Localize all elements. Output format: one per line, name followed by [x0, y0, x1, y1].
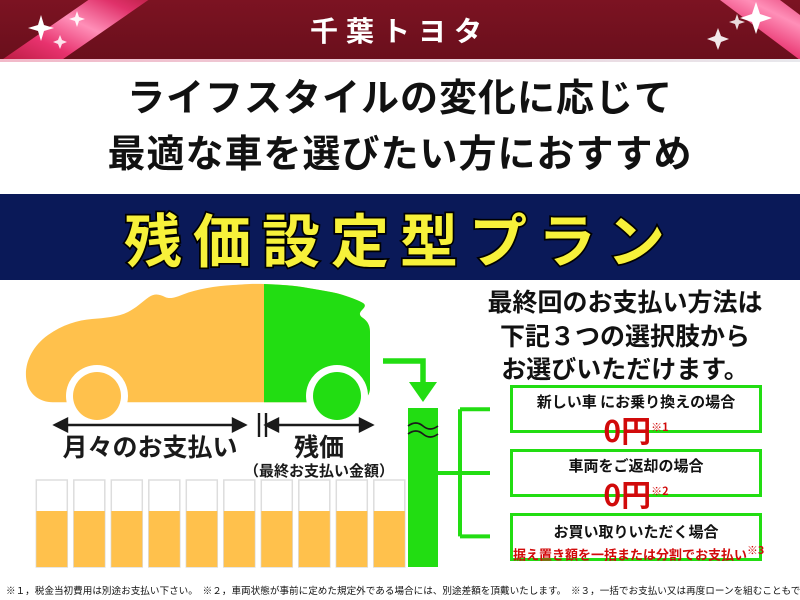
svg-text:月々のお支払い: 月々のお支払い [62, 428, 237, 464]
svg-text:残価: 残価 [294, 428, 344, 464]
svg-text:（最終お支払い金額）: （最終お支払い金額） [244, 460, 394, 481]
